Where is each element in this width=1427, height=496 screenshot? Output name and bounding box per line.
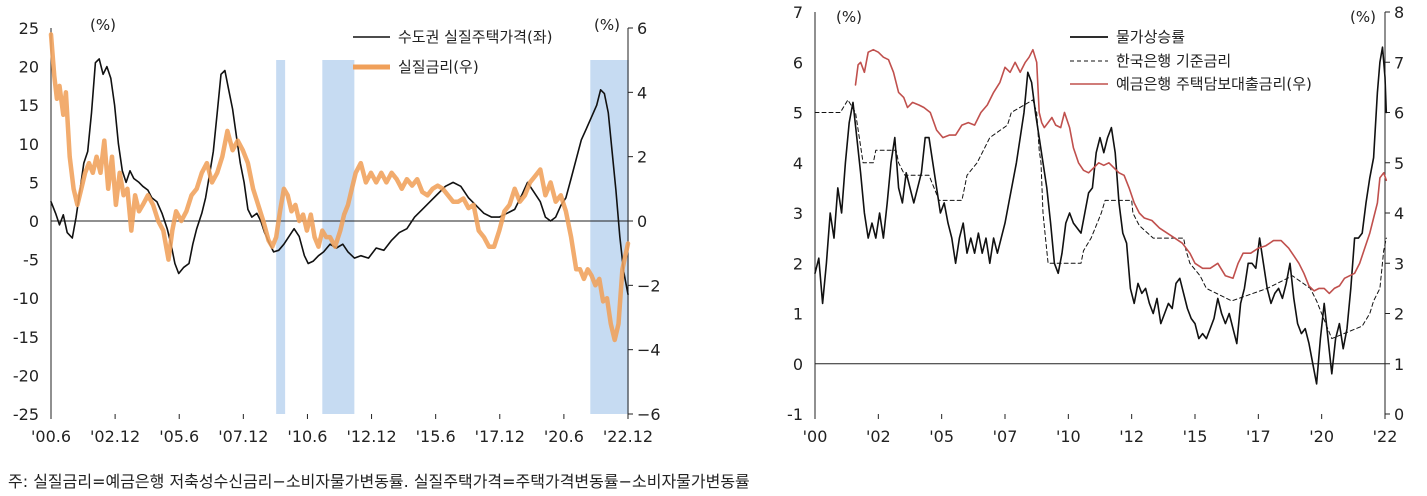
y-right-tick-label: 7 <box>1394 53 1404 72</box>
x-tick-label: '22.12 <box>603 427 653 446</box>
series-line-0-0 <box>50 58 629 296</box>
y-left-tick-label: 5 <box>793 104 803 123</box>
y-right-tick-label: 2 <box>637 148 647 167</box>
y-right-tick-label: −4 <box>637 341 661 360</box>
y-left-tick-label: 6 <box>793 53 803 72</box>
y-left-tick-label: -10 <box>13 289 39 308</box>
y-left-tick-label: 0 <box>29 212 39 231</box>
y-left-tick-label: -25 <box>13 405 39 424</box>
y-right-tick-label: 6 <box>637 19 647 38</box>
y-right-tick-label: 0 <box>1394 405 1404 424</box>
x-tick-label: '20 <box>1309 427 1334 446</box>
x-tick-label: '10 <box>1056 427 1081 446</box>
y-left-tick-label: 5 <box>29 173 39 192</box>
shaded-period-2 <box>590 60 629 414</box>
x-tick-label: '00 <box>803 427 828 446</box>
series-line-0-1 <box>48 32 631 343</box>
y-right-tick-label: 4 <box>637 83 647 102</box>
x-tick-label: '07 <box>993 427 1018 446</box>
y-left-tick-label: 15 <box>19 96 39 115</box>
y-left-tick-label: 1 <box>793 305 803 324</box>
shaded-period-0 <box>276 60 286 414</box>
x-tick-label: '15 <box>1183 427 1208 446</box>
y-left-tick-label: 7 <box>793 3 803 22</box>
y-right-tick-label: 4 <box>1394 204 1404 223</box>
x-tick-label: '20.6 <box>544 427 584 446</box>
left-chart-right-unit: (%) <box>594 16 620 34</box>
x-tick-label: '15.6 <box>416 427 456 446</box>
x-tick-label: '12 <box>1119 427 1144 446</box>
y-right-tick-label: 3 <box>1394 254 1404 273</box>
right-chart-left-unit: (%) <box>836 8 862 26</box>
y-left-tick-label: -20 <box>13 366 39 385</box>
x-tick-label: '10.6 <box>287 427 327 446</box>
y-left-tick-label: 25 <box>19 19 39 38</box>
left-chart-left-unit: (%) <box>90 16 116 34</box>
y-right-tick-label: 1 <box>1394 355 1404 374</box>
y-left-tick-label: 20 <box>19 58 39 77</box>
series-line-1-0 <box>814 46 1388 385</box>
x-tick-label: '02 <box>866 427 891 446</box>
y-left-tick-label: -15 <box>13 328 39 347</box>
y-right-tick-label: −6 <box>637 405 661 424</box>
x-tick-label: '07.12 <box>218 427 268 446</box>
legend-label-housing-price: 수도권 실질주택가격(좌) <box>398 28 552 46</box>
left-chart-legend: 수도권 실질주택가격(좌) 실질금리(우) <box>353 28 552 76</box>
y-right-tick-label: 2 <box>1394 305 1404 324</box>
x-tick-label: '02.12 <box>90 427 140 446</box>
y-left-tick-label: 4 <box>793 154 803 173</box>
y-left-tick-label: -1 <box>787 405 803 424</box>
series-line-1-1 <box>814 99 1387 340</box>
x-tick-label: '17 <box>1246 427 1271 446</box>
legend-label-cpi: 물가상승률 <box>1116 28 1185 46</box>
x-tick-label: '12.12 <box>346 427 396 446</box>
y-left-tick-label: 2 <box>793 254 803 273</box>
x-tick-label: '17.12 <box>475 427 525 446</box>
series-line-1-2 <box>854 48 1388 295</box>
y-right-tick-label: 0 <box>637 212 647 231</box>
footnote: 주: 실질금리=예금은행 저축성수신금리−소비자물가변동률. 실질주택가격=주택… <box>8 472 750 491</box>
x-tick-label: '22 <box>1373 427 1398 446</box>
right-chart: 7 6 5 4 3 2 1 0 -1 8 7 6 5 4 3 2 1 0 '00 '02 '05 '07 '10 '12 '… <box>787 3 1404 446</box>
y-right-tick-label: 6 <box>1394 104 1404 123</box>
y-left-tick-label: 0 <box>793 355 803 374</box>
x-tick-label: '05.6 <box>159 427 199 446</box>
x-tick-label: '05 <box>929 427 954 446</box>
y-right-tick-label: 8 <box>1394 3 1404 22</box>
y-left-tick-label: 10 <box>19 135 39 154</box>
y-left-tick-label: -5 <box>23 251 39 270</box>
y-left-tick-label: 3 <box>793 204 803 223</box>
right-chart-right-unit: (%) <box>1350 8 1376 26</box>
legend-label-real-rate: 실질금리(우) <box>398 58 479 76</box>
right-chart-legend: 물가상승률 한국은행 기준금리 예금은행 주택담보대출금리(우) <box>1070 28 1312 93</box>
legend-label-base-rate: 한국은행 기준금리 <box>1116 52 1231 70</box>
x-tick-label: '00.6 <box>31 427 71 446</box>
legend-label-mortgage-rate: 예금은행 주택담보대출금리(우) <box>1116 75 1312 93</box>
y-right-tick-label: −2 <box>637 276 661 295</box>
y-right-tick-label: 5 <box>1394 154 1404 173</box>
